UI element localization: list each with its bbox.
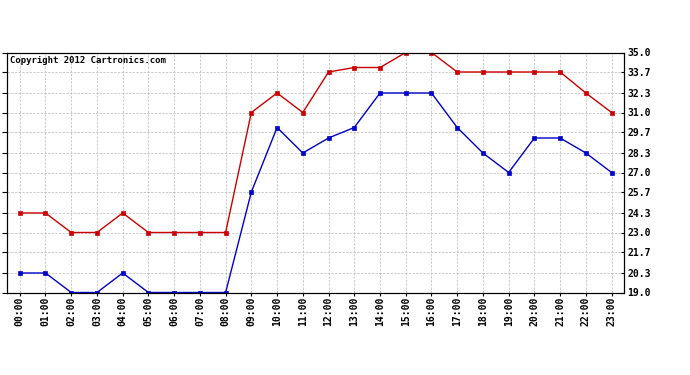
Text: Outdoor Temperature (Red) vs THSW Index (Blue) per Hour (24 Hours) 20120125: Outdoor Temperature (Red) vs THSW Index … (7, 22, 635, 36)
Text: Copyright 2012 Cartronics.com: Copyright 2012 Cartronics.com (10, 56, 166, 65)
